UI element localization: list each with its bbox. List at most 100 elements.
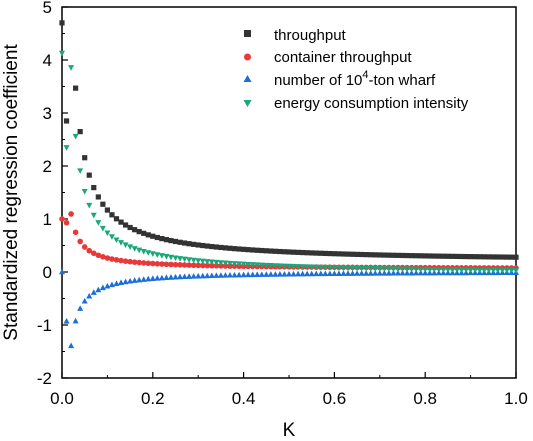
data-point — [295, 270, 302, 277]
legend-marker-number-of-wharf — [243, 75, 252, 82]
data-point — [213, 263, 220, 269]
data-point — [349, 270, 356, 276]
data-point — [472, 254, 478, 260]
data-point — [263, 271, 270, 277]
data-point — [127, 224, 133, 231]
data-point — [490, 267, 497, 274]
data-point — [154, 261, 161, 267]
data-point — [304, 270, 311, 277]
data-point — [191, 241, 197, 247]
data-point — [172, 238, 179, 245]
data-point — [145, 232, 151, 238]
legend-item-number-of-wharf: number of 104-ton wharf — [243, 69, 436, 89]
data-point — [390, 269, 397, 276]
data-point — [99, 225, 106, 232]
data-point — [108, 234, 115, 240]
data-point — [372, 270, 379, 276]
data-point — [290, 263, 297, 270]
data-point — [231, 246, 238, 252]
data-point — [326, 270, 333, 277]
data-point — [381, 270, 388, 276]
data-point — [508, 267, 515, 274]
data-point — [177, 273, 184, 280]
data-point — [104, 282, 111, 289]
data-point — [181, 262, 188, 268]
data-point — [181, 256, 188, 263]
data-point — [90, 289, 97, 295]
data-point — [345, 270, 352, 276]
data-point — [72, 317, 79, 324]
data-point — [136, 229, 142, 235]
series-number-of-10-ton-wharf — [59, 268, 519, 349]
data-point — [109, 256, 115, 262]
data-point — [122, 222, 129, 228]
data-point — [272, 263, 279, 269]
data-point — [81, 189, 88, 195]
data-point — [449, 253, 456, 259]
data-point — [59, 216, 65, 222]
data-point — [190, 257, 197, 264]
data-point — [236, 261, 243, 268]
data-point — [158, 253, 165, 259]
data-point — [454, 253, 460, 260]
y-tick-label: 1 — [43, 210, 52, 229]
data-point — [113, 237, 120, 244]
data-point — [140, 248, 147, 255]
data-point — [276, 263, 283, 270]
data-point — [167, 274, 174, 280]
y-tick-label: -1 — [37, 316, 52, 335]
data-point — [172, 261, 179, 268]
data-point — [145, 250, 152, 256]
data-point — [236, 271, 243, 278]
data-point — [304, 250, 310, 256]
data-point — [181, 273, 188, 280]
data-point — [417, 266, 424, 273]
data-point — [254, 262, 261, 269]
data-point — [313, 264, 320, 271]
data-point — [91, 185, 97, 191]
data-point — [281, 270, 288, 277]
data-point — [222, 245, 229, 251]
data-point — [481, 267, 488, 274]
data-point — [485, 267, 492, 274]
data-point — [250, 247, 256, 253]
data-point — [481, 254, 487, 260]
data-point — [186, 241, 192, 247]
data-point — [132, 227, 138, 233]
data-point — [240, 261, 247, 268]
data-point — [127, 258, 133, 265]
data-point — [286, 249, 292, 255]
data-point — [226, 271, 233, 278]
data-point — [444, 267, 451, 273]
data-point — [327, 250, 333, 257]
data-point — [422, 253, 428, 259]
data-point — [158, 274, 165, 281]
data-point — [90, 250, 97, 257]
data-point — [349, 265, 356, 272]
data-point — [154, 252, 161, 258]
data-point — [272, 248, 278, 254]
data-point — [222, 272, 229, 278]
data-point — [149, 275, 156, 282]
data-point — [385, 266, 392, 272]
data-point — [318, 250, 324, 256]
data-point — [104, 255, 111, 261]
data-point — [508, 254, 515, 260]
series-energy-consumption-intensity — [59, 50, 519, 274]
data-point — [295, 264, 302, 270]
data-point — [163, 237, 170, 243]
data-point — [245, 247, 251, 253]
data-point — [345, 265, 352, 272]
data-point — [199, 258, 206, 265]
data-point — [335, 270, 342, 276]
data-marks — [59, 20, 519, 349]
data-point — [277, 248, 283, 255]
data-point — [245, 261, 252, 268]
data-point — [113, 257, 120, 263]
data-point — [127, 277, 134, 284]
data-point — [122, 258, 129, 264]
data-point — [453, 267, 460, 273]
data-point — [299, 264, 306, 270]
data-point — [268, 248, 274, 254]
data-point — [436, 253, 442, 259]
